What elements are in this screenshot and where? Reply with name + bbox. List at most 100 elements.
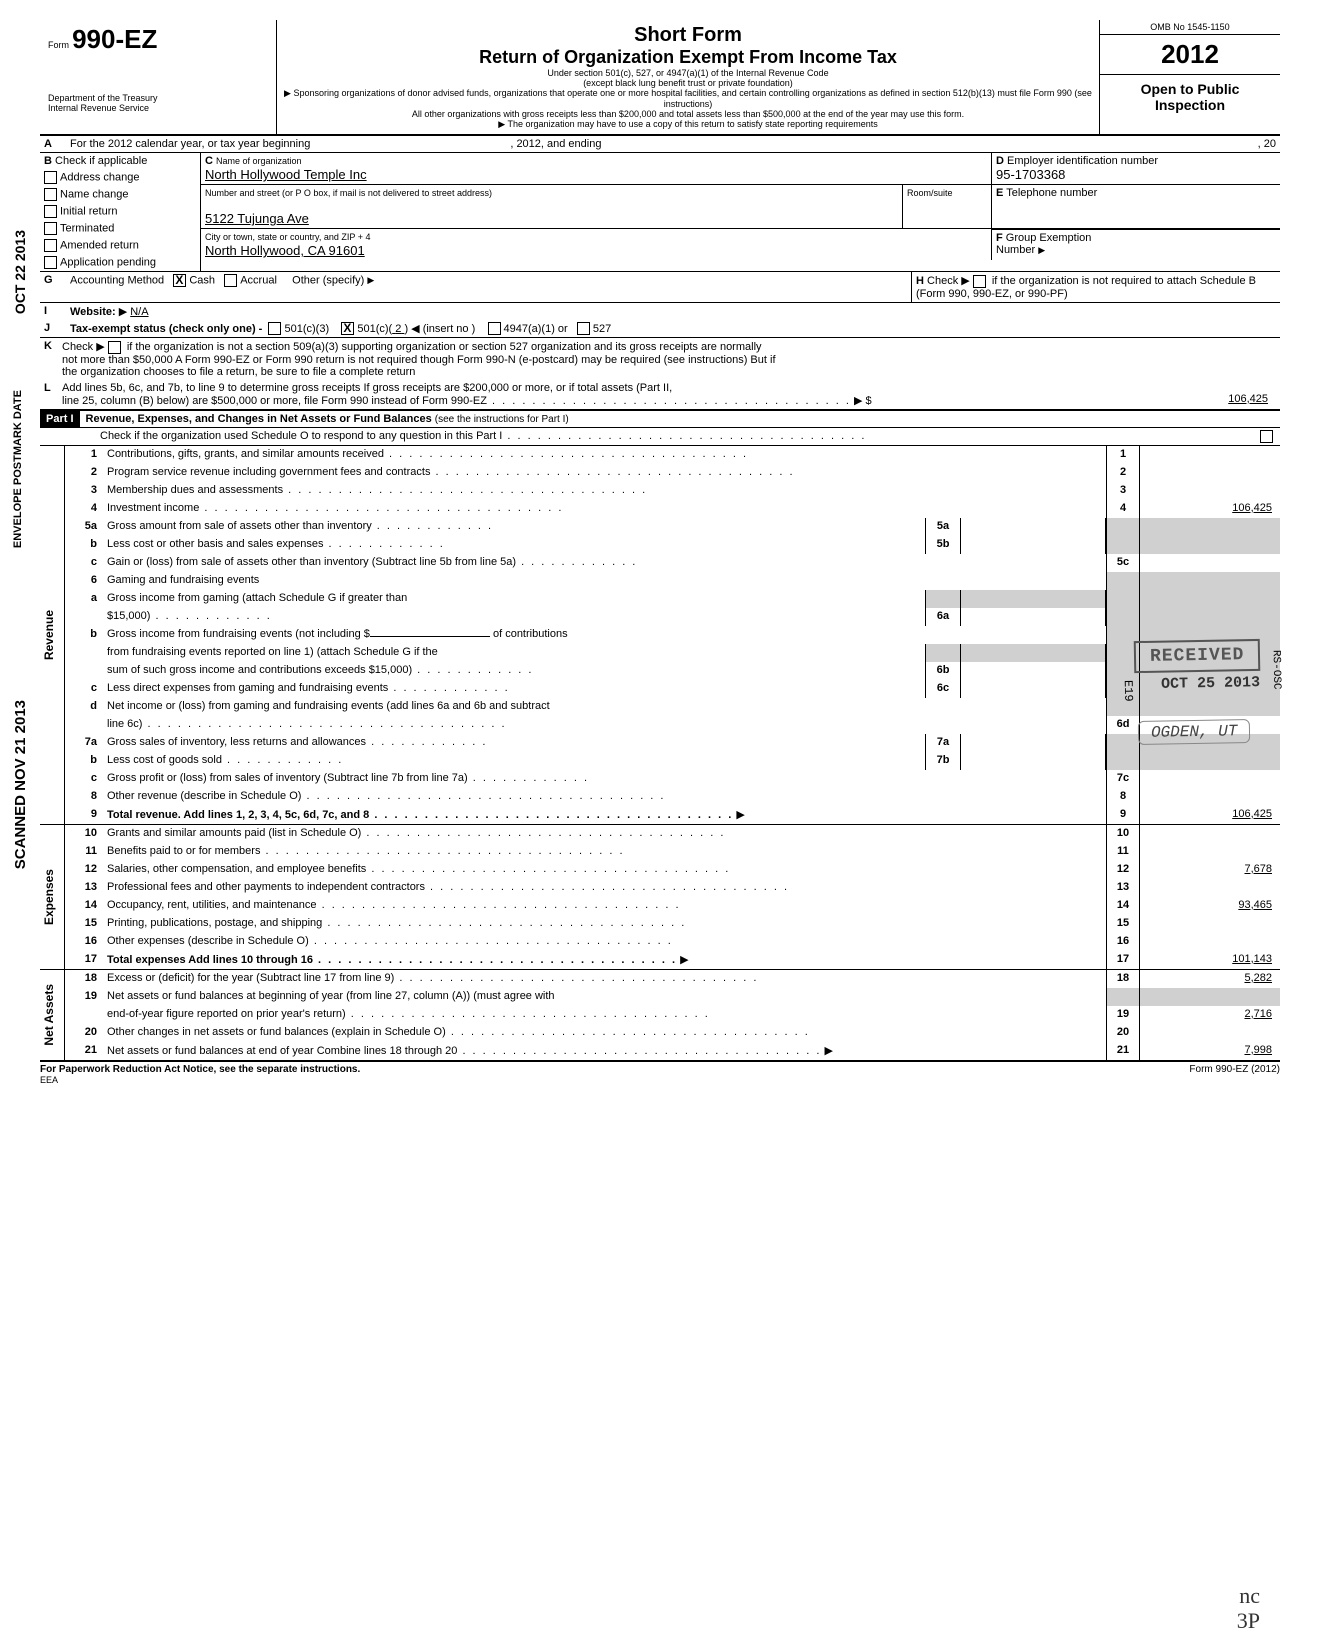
501c-num: 2	[395, 323, 401, 335]
expenses-section: Expenses 10Grants and similar amounts pa…	[40, 825, 1280, 970]
label-k: K	[44, 340, 52, 352]
line13-desc: Professional fees and other payments to …	[103, 879, 1106, 897]
line12-val: 7,678	[1139, 861, 1280, 879]
label-a: A	[40, 136, 66, 152]
cb-501c[interactable]	[341, 322, 354, 335]
line15-val	[1139, 915, 1280, 933]
527-label: 527	[593, 323, 611, 335]
line5c-desc: Gain or (loss) from sale of assets other…	[103, 554, 1106, 572]
line21-val: 7,998	[1139, 1042, 1280, 1060]
cb-cash[interactable]	[173, 274, 186, 287]
line3-val	[1139, 482, 1280, 500]
label-g: G	[40, 272, 66, 302]
irs-label: Internal Revenue Service	[48, 103, 268, 113]
website-label: Website:	[70, 306, 116, 318]
cb-4947[interactable]	[488, 322, 501, 335]
city-label: City or town, state or country, and ZIP …	[205, 232, 371, 242]
check-applicable: Check if applicable	[55, 155, 147, 167]
part1-header-row: Part I Revenue, Expenses, and Changes in…	[40, 409, 1280, 428]
l-value: 106,425	[1130, 391, 1276, 407]
label-d: D	[996, 155, 1004, 167]
label-h: H	[916, 275, 924, 287]
tax-year: 2012	[1100, 35, 1280, 75]
footer-right: Form 990-EZ (2012)	[1189, 1064, 1280, 1086]
line15-desc: Printing, publications, postage, and shi…	[103, 915, 1106, 933]
ein-label: Employer identification number	[1007, 155, 1158, 167]
cb-initial[interactable]	[44, 205, 57, 218]
line19a-desc: Net assets or fund balances at beginning…	[103, 988, 1106, 1006]
cb-part1[interactable]	[1260, 430, 1273, 443]
label-f: F	[996, 232, 1003, 244]
revenue-section: Revenue 1Contributions, gifts, grants, a…	[40, 446, 1280, 825]
line6b-val	[961, 662, 1106, 680]
cb-527[interactable]	[577, 322, 590, 335]
sponsor-note: Sponsoring organizations of donor advise…	[281, 88, 1095, 109]
cb-k[interactable]	[108, 341, 121, 354]
postmark-stamp: ENVELOPE POSTMARK DATE	[12, 390, 24, 548]
label-e: E	[996, 187, 1003, 199]
cb-address-change[interactable]	[44, 171, 57, 184]
line4-val: 106,425	[1139, 500, 1280, 518]
line19b-desc: end-of-year figure reported on prior yea…	[103, 1006, 1106, 1024]
cb-name-change[interactable]	[44, 188, 57, 201]
label-c: C	[205, 155, 213, 167]
cb-pending[interactable]	[44, 256, 57, 269]
label-i: I	[40, 303, 66, 320]
main-title: Return of Organization Exempt From Incom…	[281, 47, 1095, 68]
cb-501c3[interactable]	[268, 322, 281, 335]
line7a-desc: Gross sales of inventory, less returns a…	[103, 734, 925, 752]
k-check-label: Check	[62, 341, 93, 353]
expenses-side-label: Expenses	[42, 869, 62, 925]
e19-stamp: E19	[1121, 680, 1135, 702]
line9-desc: Total revenue. Add lines 1, 2, 3, 4, 5c,…	[107, 809, 733, 821]
inspection-label: Inspection	[1100, 97, 1280, 113]
received-stamp: RECEIVED	[1133, 639, 1260, 673]
line12-desc: Salaries, other compensation, and employ…	[103, 861, 1106, 879]
org-city: North Hollywood, CA 91601	[205, 243, 365, 258]
period-begin: For the 2012 calendar year, or tax year …	[70, 138, 310, 150]
line6d1-desc: Net income or (loss) from gaming and fun…	[103, 698, 1106, 716]
line13-val	[1139, 879, 1280, 897]
revenue-side-label: Revenue	[42, 610, 62, 660]
part1-check-text: Check if the organization used Schedule …	[100, 430, 866, 442]
org-name-label: Name of organization	[216, 156, 302, 166]
line5a-val	[961, 518, 1106, 536]
row-l: L Add lines 5b, 6c, and 7b, to line 9 to…	[40, 380, 1280, 409]
line6b3-desc: from fundraising events reported on line…	[103, 644, 925, 662]
row-i: I Website: ▶ N/A	[40, 303, 1280, 320]
received-date-stamp: OCT 25 2013	[1161, 674, 1260, 693]
h-text: if the organization is not required to a…	[916, 275, 1256, 300]
addr-label: Number and street (or P O box, if mail i…	[205, 188, 492, 198]
line6a-val	[961, 608, 1106, 626]
open-public: Open to Public	[1100, 75, 1280, 97]
initial-2: 3P	[1237, 1608, 1260, 1634]
cb-label-terminated: Terminated	[60, 222, 114, 234]
line6c-desc: Less direct expenses from gaming and fun…	[103, 680, 925, 698]
line7a-val	[961, 734, 1106, 752]
line6c-val	[961, 680, 1106, 698]
cb-amended[interactable]	[44, 239, 57, 252]
line21-desc: Net assets or fund balances at end of ye…	[107, 1045, 821, 1057]
line7c-desc: Gross profit or (loss) from sales of inv…	[103, 770, 1106, 788]
cb-terminated[interactable]	[44, 222, 57, 235]
line18-val: 5,282	[1139, 970, 1280, 988]
l-line2: line 25, column (B) below) are $500,000 …	[62, 395, 487, 407]
website-value: N/A	[130, 306, 148, 318]
row-g: G Accounting Method Cash Accrual Other (…	[40, 272, 1280, 303]
line18-desc: Excess or (deficit) for the year (Subtra…	[103, 970, 1106, 988]
row-j: J Tax-exempt status (check only one) - 5…	[40, 320, 1280, 339]
cb-accrual[interactable]	[224, 274, 237, 287]
line11-val	[1139, 843, 1280, 861]
h-check-label: Check	[927, 275, 958, 287]
allother-note: All other organizations with gross recei…	[281, 109, 1095, 119]
rsosc-stamp: RS-OSC	[1270, 650, 1283, 690]
room-label: Room/suite	[907, 188, 953, 198]
line20-val	[1139, 1024, 1280, 1042]
line2-val	[1139, 464, 1280, 482]
subtitle1: Under section 501(c), 527, or 4947(a)(1)…	[281, 68, 1095, 78]
cb-h[interactable]	[973, 275, 986, 288]
line6a2-desc: $15,000)	[103, 608, 925, 626]
501c-label: 501(c)(	[357, 323, 392, 335]
line6b1-desc: Gross income from fundraising events (no…	[107, 628, 370, 640]
cb-label-address: Address change	[60, 171, 140, 183]
